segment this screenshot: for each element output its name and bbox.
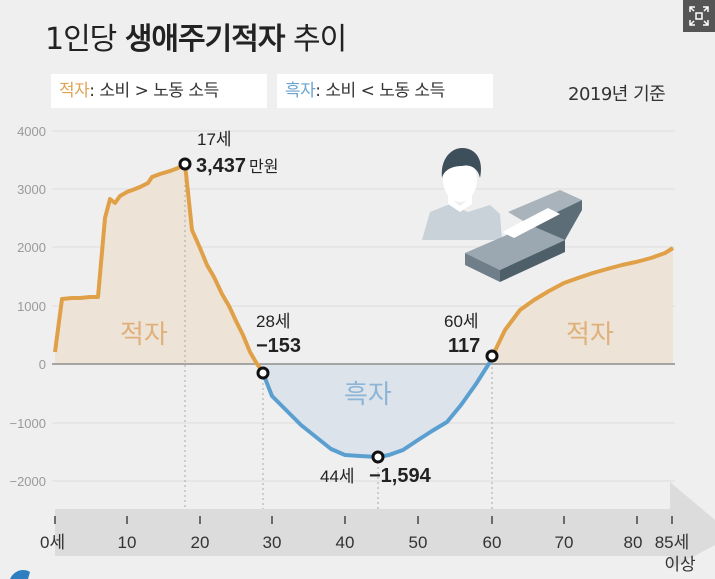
annotation-28-age: 28세 bbox=[256, 312, 291, 331]
x-tick-85-suffix: 이상 bbox=[664, 555, 696, 574]
y-tick-2000: 2000 bbox=[17, 240, 46, 255]
deficit-line-right bbox=[490, 246, 675, 358]
x-ticks bbox=[54, 516, 673, 524]
annotation-44-age: 44세 bbox=[320, 467, 355, 486]
y-tick-4000: 4000 bbox=[17, 124, 46, 139]
annotation-17-unit: 만원 bbox=[249, 158, 278, 176]
annotation-17-value: 3,437 bbox=[196, 155, 246, 177]
expand-button[interactable] bbox=[683, 0, 715, 32]
person-icon bbox=[422, 148, 502, 240]
x-axis-labels: 0세 10 20 30 40 50 60 70 80 85세 이상 bbox=[40, 533, 696, 574]
y-tick-3000: 3000 bbox=[17, 182, 46, 197]
x-tick-40: 40 bbox=[336, 533, 355, 552]
annotation-44-value: −1,594 bbox=[369, 465, 432, 487]
x-tick-0: 0세 bbox=[40, 533, 65, 552]
y-tick-1000: 1000 bbox=[17, 299, 46, 314]
marker-17 bbox=[178, 157, 192, 171]
marker-28 bbox=[256, 366, 270, 380]
legend-deficit-text: : 소비 > 노동 소득 bbox=[89, 81, 219, 101]
y-tick-minus1000: −1000 bbox=[9, 416, 46, 431]
person-money-illustration bbox=[422, 148, 582, 282]
region-label-deficit-right: 적자 bbox=[566, 319, 614, 349]
money-bundle-icon bbox=[465, 190, 582, 282]
legend-surplus-text: : 소비 < 노동 소득 bbox=[315, 81, 445, 101]
region-label-deficit-left: 적자 bbox=[120, 319, 168, 349]
x-tick-60: 60 bbox=[483, 533, 502, 552]
marker-60 bbox=[485, 349, 499, 363]
title-bold: 생애주기적자 bbox=[124, 22, 286, 57]
legend-deficit-key: 적자 bbox=[59, 81, 90, 101]
legend-surplus: 흑자: 소비 < 노동 소득 bbox=[277, 74, 493, 108]
x-tick-70: 70 bbox=[555, 533, 574, 552]
reference-lines bbox=[184, 170, 493, 525]
x-tick-10: 10 bbox=[118, 533, 137, 552]
x-tick-20: 20 bbox=[191, 533, 210, 552]
logo-icon bbox=[10, 570, 30, 579]
x-tick-80: 80 bbox=[624, 533, 643, 552]
chart-title: 1인당 생애주기적자 추이 bbox=[45, 14, 347, 58]
x-tick-30: 30 bbox=[263, 533, 282, 552]
x-tick-85: 85세 bbox=[655, 533, 690, 552]
deficit-area-left bbox=[55, 164, 257, 364]
region-label-surplus: 흑자 bbox=[344, 379, 392, 409]
annotation-60-value: 117 bbox=[448, 335, 480, 357]
data-markers bbox=[178, 157, 499, 464]
title-prefix: 1인당 bbox=[45, 22, 125, 57]
y-tick-minus2000: −2000 bbox=[9, 474, 46, 489]
legend-deficit: 적자: 소비 > 노동 소득 bbox=[51, 74, 267, 108]
basis-year: 2019년 기준 bbox=[568, 84, 666, 105]
annotation-60-age: 60세 bbox=[444, 312, 479, 331]
title-suffix: 추이 bbox=[284, 22, 347, 57]
deficit-line-left bbox=[53, 162, 262, 370]
x-tick-50: 50 bbox=[409, 533, 428, 552]
annotation-28-value: −153 bbox=[256, 335, 301, 357]
y-axis-labels: 4000 3000 2000 1000 0 −1000 −2000 bbox=[9, 124, 46, 489]
legend-surplus-key: 흑자 bbox=[285, 81, 316, 101]
y-tick-0: 0 bbox=[39, 357, 46, 372]
surplus-area bbox=[257, 357, 492, 457]
x-axis-band bbox=[55, 482, 715, 569]
expand-icon bbox=[689, 6, 709, 26]
deficit-area-right bbox=[490, 248, 673, 364]
marker-44 bbox=[371, 450, 385, 464]
annotation-17-age: 17세 bbox=[197, 130, 232, 149]
